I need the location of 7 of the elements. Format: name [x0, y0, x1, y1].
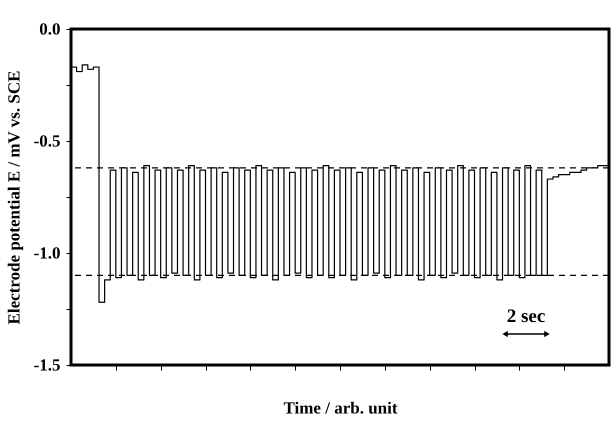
y-tick-label: 0.0: [39, 20, 60, 38]
x-axis-title: Time / arb. unit: [284, 398, 398, 418]
y-tick-label: -0.5: [34, 132, 60, 150]
y-axis-title: Electrode potential E / mV vs. SCE: [4, 70, 24, 324]
y-tick-label: -1.5: [34, 356, 60, 374]
annotation: 2 sec: [506, 306, 546, 327]
y-tick-label: -1.0: [34, 244, 60, 262]
